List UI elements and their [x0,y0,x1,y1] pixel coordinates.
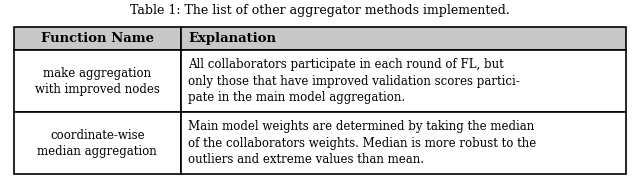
Text: Function Name: Function Name [41,32,154,45]
Bar [14,112,180,174]
Bar [180,112,626,174]
Text: make aggregation
with improved nodes: make aggregation with improved nodes [35,67,160,96]
Text: Table 1: The list of other aggregator methods implemented.: Table 1: The list of other aggregator me… [130,4,510,17]
Bar [14,27,180,50]
Text: coordinate-wise
median aggregation: coordinate-wise median aggregation [37,129,157,158]
Bar [180,50,626,112]
Bar [180,27,626,50]
Bar [14,50,180,112]
Text: All collaborators participate in each round of FL, but
only those that have impr: All collaborators participate in each ro… [188,58,520,104]
Text: Main model weights are determined by taking the median
of the collaborators weig: Main model weights are determined by tak… [188,120,536,166]
Text: Explanation: Explanation [188,32,276,45]
